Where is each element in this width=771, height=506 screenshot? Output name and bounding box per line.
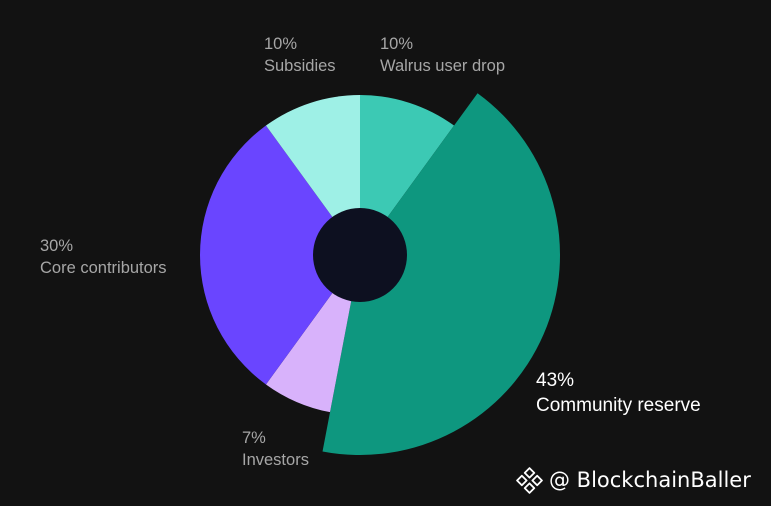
slice-label-core-contributors-percent: 30% [40,237,74,255]
slice-label-investors: 7% Investors [242,427,309,471]
slice-label-walrus-user-drop: 10% Walrus user drop [380,33,505,77]
slice-label-community-reserve-name: Community reserve [536,395,701,416]
slice-label-subsidies: 10% Subsidies [264,33,336,77]
donut-hole [313,208,407,302]
watermark-text: @ BlockchainBaller [549,468,751,492]
slice-label-community-reserve-percent: 43% [536,370,575,391]
watermark: @ BlockchainBaller [516,466,751,494]
slice-label-investors-percent: 7% [242,429,266,447]
slice-label-walrus-user-drop-name: Walrus user drop [380,57,506,75]
slice-label-core-contributors: 30% Core contributors [40,235,167,279]
slice-label-subsidies-name: Subsidies [264,57,336,75]
pie-slice-community-reserve [322,93,561,456]
pie-slice-core-contributors [199,125,360,385]
slice-label-subsidies-percent: 10% [264,35,298,53]
slice-label-investors-name: Investors [242,451,309,469]
slice-label-community-reserve: 43% Community reserve [536,368,701,418]
slice-label-core-contributors-name: Core contributors [40,259,167,277]
slice-label-walrus-user-drop-percent: 10% [380,35,414,53]
binance-logo-icon [516,466,543,494]
